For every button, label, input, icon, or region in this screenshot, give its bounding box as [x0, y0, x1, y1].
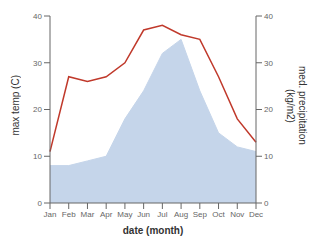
svg-text:Apr: Apr: [100, 210, 113, 219]
svg-text:Jun: Jun: [137, 210, 150, 219]
html-text:max temp (C): max temp (C): [10, 75, 21, 136]
svg-text:May: May: [117, 210, 132, 219]
svg-text:20: 20: [33, 105, 42, 114]
svg-text:30: 30: [264, 59, 273, 68]
svg-text:30: 30: [33, 59, 42, 68]
svg-text:20: 20: [264, 105, 273, 114]
svg-text:40: 40: [264, 12, 273, 21]
html-text:med. precipitation (kg/m2): med. precipitation (kg/m2): [285, 66, 308, 145]
svg-text:0: 0: [264, 199, 269, 208]
svg-text:10: 10: [33, 152, 42, 161]
html-text:date (month): date (month): [122, 225, 184, 236]
svg-text:Feb: Feb: [62, 210, 76, 219]
svg-text:Jul: Jul: [157, 210, 167, 219]
svg-text:Oct: Oct: [212, 210, 225, 219]
svg-text:0: 0: [38, 199, 43, 208]
svg-text:10: 10: [264, 152, 273, 161]
svg-text:Dec: Dec: [249, 210, 263, 219]
svg-text:Mar: Mar: [81, 210, 95, 219]
svg-text:Nov: Nov: [230, 210, 244, 219]
svg-text:Jan: Jan: [44, 210, 57, 219]
svg-text:Sep: Sep: [193, 210, 208, 219]
svg-text:Aug: Aug: [174, 210, 188, 219]
svg-text:40: 40: [33, 12, 42, 21]
